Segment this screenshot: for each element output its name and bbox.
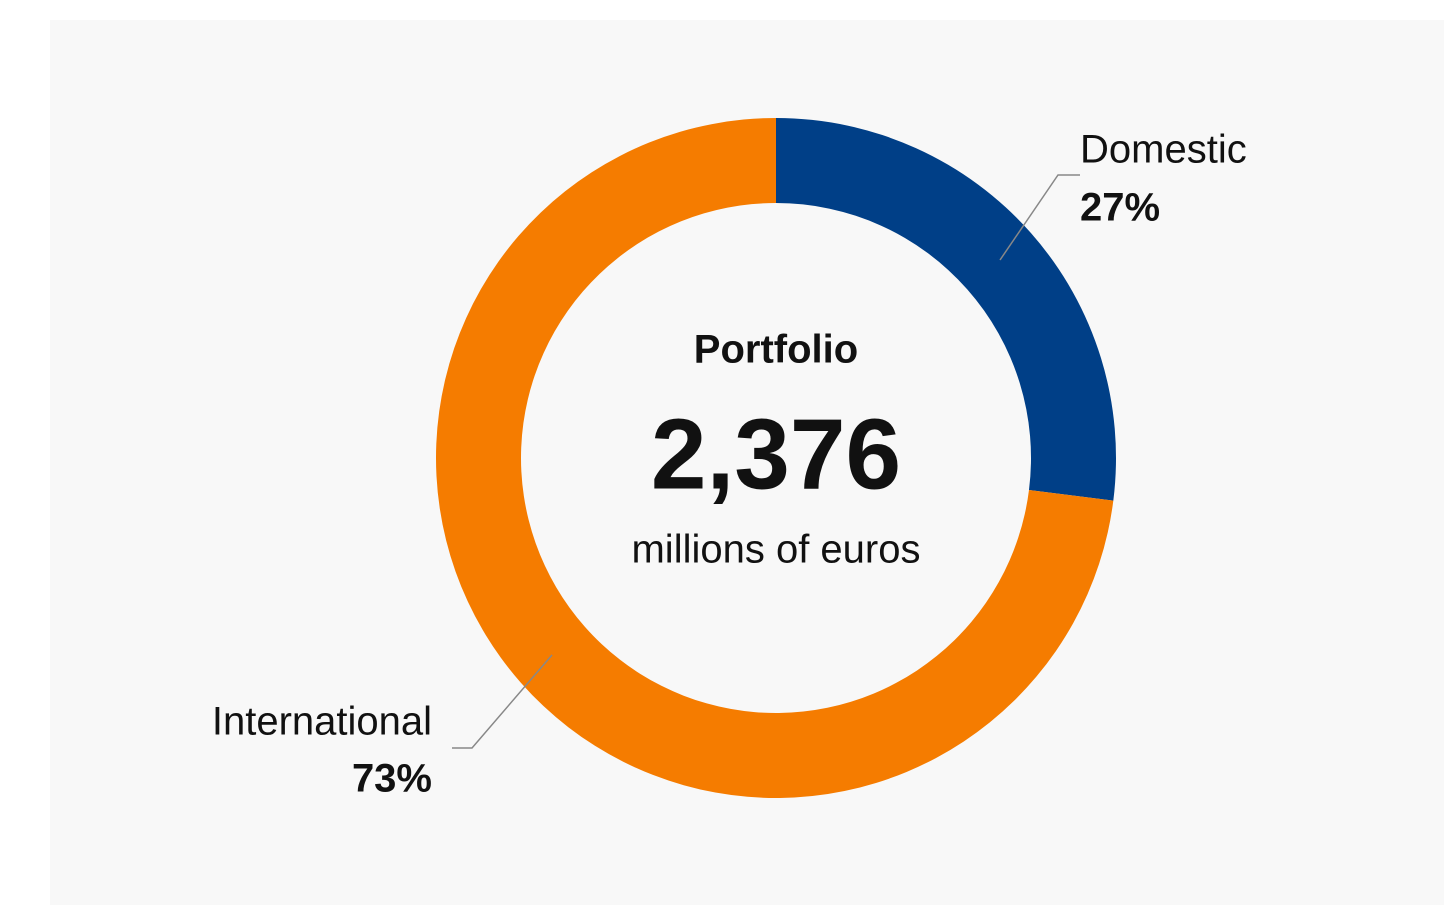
leader-line	[452, 654, 553, 749]
slice-label: International	[212, 700, 432, 744]
center-title: Portfolio	[694, 328, 858, 372]
slice-value-label: 73%	[352, 757, 432, 801]
center-value: 2,376	[651, 398, 901, 510]
leader-line	[999, 174, 1080, 261]
slice-value-label: 27%	[1080, 186, 1160, 230]
donut-slice	[776, 118, 1116, 501]
slice-label: Domestic	[1080, 128, 1247, 172]
center-unit: millions of euros	[631, 528, 920, 572]
